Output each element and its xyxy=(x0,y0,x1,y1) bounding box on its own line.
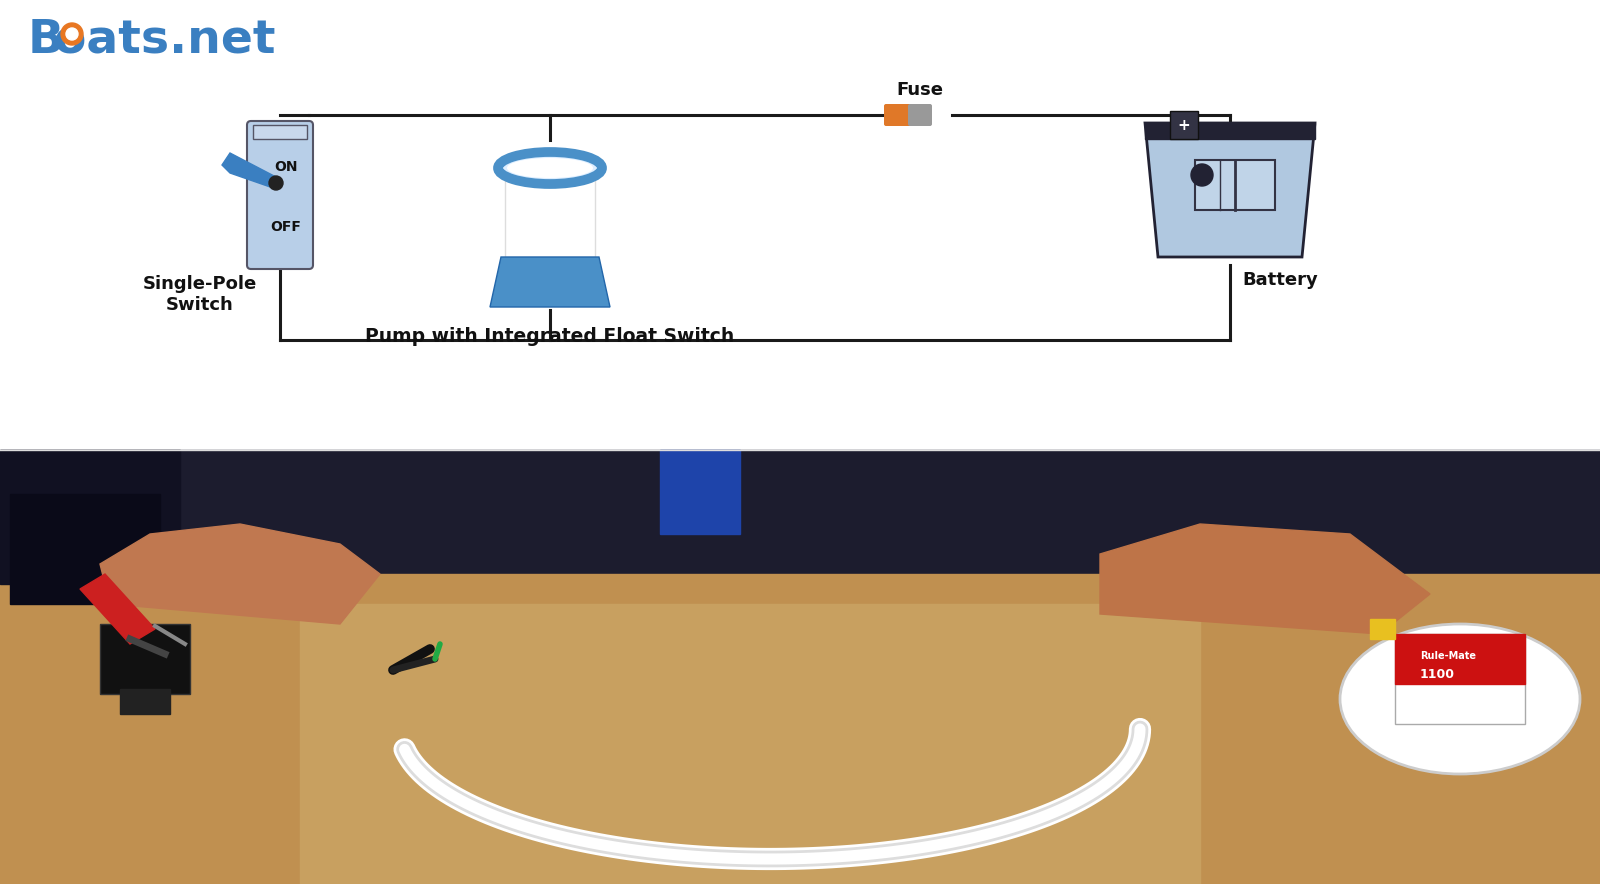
Bar xyxy=(0,450,1600,584)
Text: Battery: Battery xyxy=(1242,271,1318,289)
Polygon shape xyxy=(490,257,610,307)
Ellipse shape xyxy=(498,152,602,184)
Bar xyxy=(1195,160,1275,210)
Bar xyxy=(1370,619,1395,639)
Polygon shape xyxy=(99,524,381,624)
Polygon shape xyxy=(80,574,155,644)
Circle shape xyxy=(269,176,283,190)
Bar xyxy=(1395,634,1525,684)
Ellipse shape xyxy=(507,158,594,178)
Circle shape xyxy=(61,23,83,45)
Bar xyxy=(120,689,170,714)
Bar xyxy=(253,125,307,139)
Bar xyxy=(506,172,595,257)
Text: OFF: OFF xyxy=(270,220,301,234)
Text: +: + xyxy=(1178,118,1190,133)
Circle shape xyxy=(66,28,78,40)
Polygon shape xyxy=(1101,524,1430,634)
Text: B: B xyxy=(29,18,64,63)
Bar xyxy=(99,624,190,694)
Bar xyxy=(0,450,179,584)
FancyBboxPatch shape xyxy=(246,121,314,269)
Bar xyxy=(301,604,1200,884)
Bar xyxy=(0,0,1600,450)
Polygon shape xyxy=(222,153,277,189)
Text: Single-Pole
Switch: Single-Pole Switch xyxy=(142,275,258,314)
Bar xyxy=(1146,123,1315,139)
Bar xyxy=(0,574,1600,884)
Text: oats.net: oats.net xyxy=(54,18,275,63)
Text: Rule-Mate: Rule-Mate xyxy=(1421,651,1475,661)
FancyBboxPatch shape xyxy=(883,104,912,126)
Text: Fuse: Fuse xyxy=(896,81,944,99)
Bar xyxy=(10,494,160,604)
Bar xyxy=(661,450,739,534)
Text: ON: ON xyxy=(274,160,298,174)
Text: Pump with Integrated Float Switch: Pump with Integrated Float Switch xyxy=(365,327,734,346)
Polygon shape xyxy=(1146,123,1315,257)
Bar xyxy=(1395,634,1525,724)
Bar xyxy=(1170,111,1198,139)
Ellipse shape xyxy=(1341,624,1581,774)
Text: 1100: 1100 xyxy=(1421,667,1454,681)
FancyBboxPatch shape xyxy=(909,104,931,126)
Circle shape xyxy=(1190,164,1213,186)
